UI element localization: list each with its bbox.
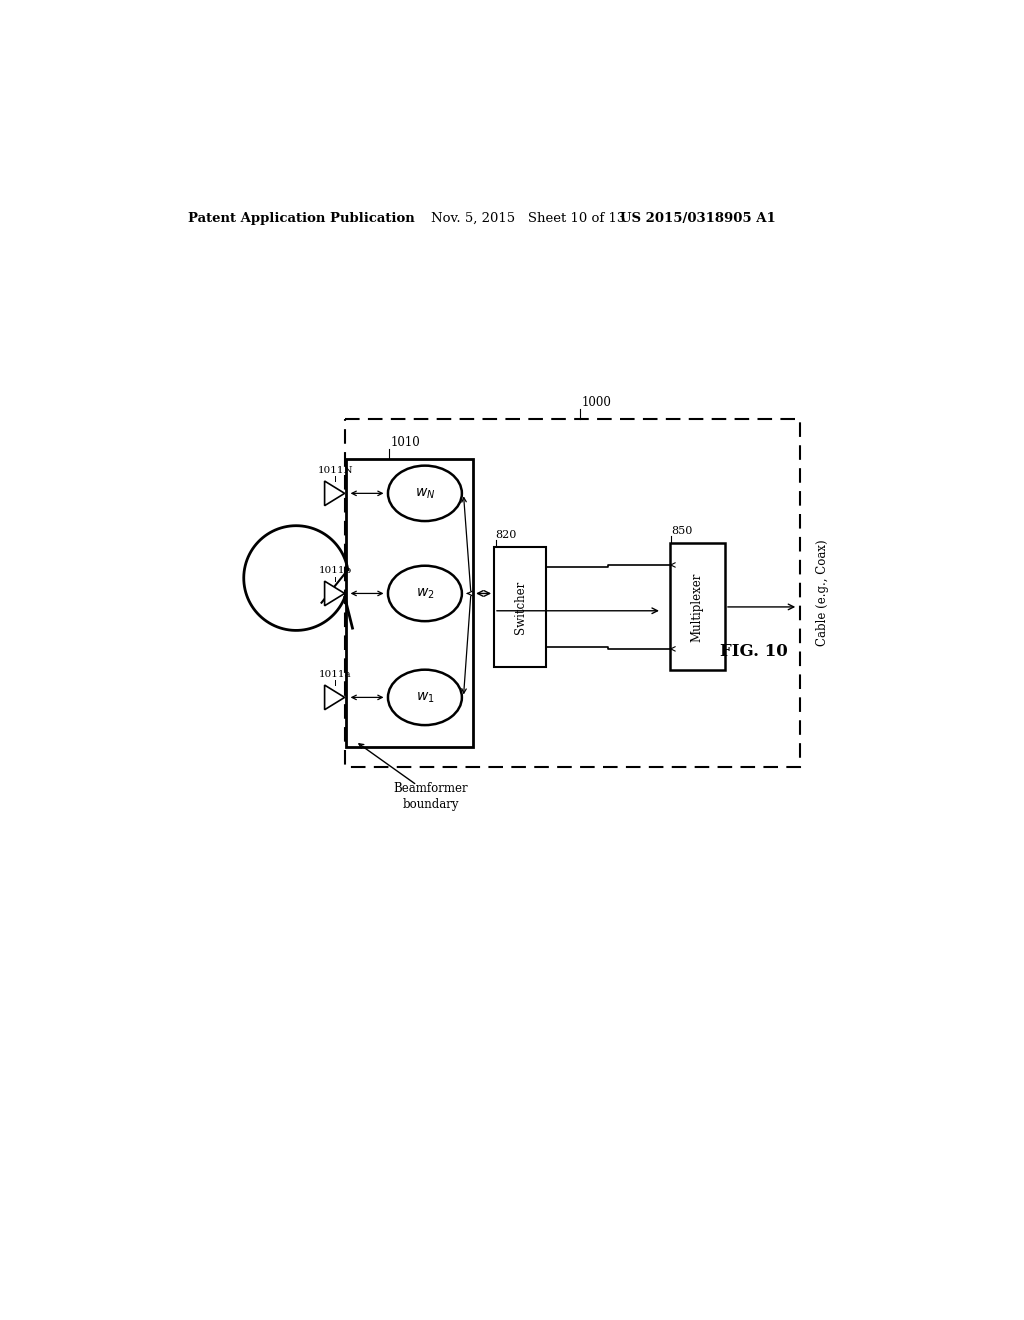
Text: FIG. 10: FIG. 10 xyxy=(721,643,788,660)
Text: $w_1$: $w_1$ xyxy=(416,690,434,705)
Polygon shape xyxy=(325,685,345,710)
Bar xyxy=(346,459,473,747)
Polygon shape xyxy=(325,480,345,506)
Bar xyxy=(494,548,547,667)
Text: 1010: 1010 xyxy=(390,437,421,449)
Ellipse shape xyxy=(388,466,462,521)
Text: Nov. 5, 2015   Sheet 10 of 13: Nov. 5, 2015 Sheet 10 of 13 xyxy=(431,213,626,224)
Text: US 2015/0318905 A1: US 2015/0318905 A1 xyxy=(620,213,775,224)
Text: Cable (e.g., Coax): Cable (e.g., Coax) xyxy=(815,540,828,645)
Bar xyxy=(345,418,801,767)
Text: 820: 820 xyxy=(496,529,517,540)
Text: Switcher: Switcher xyxy=(514,581,526,634)
Text: 1011a: 1011a xyxy=(319,671,351,678)
Polygon shape xyxy=(325,581,345,606)
Bar xyxy=(670,544,725,671)
Text: 1000: 1000 xyxy=(582,396,611,409)
Text: Beamformer
boundary: Beamformer boundary xyxy=(393,781,468,810)
Text: 850: 850 xyxy=(671,525,692,536)
Text: 1011N: 1011N xyxy=(317,466,353,475)
Text: 1011b: 1011b xyxy=(318,566,352,576)
Ellipse shape xyxy=(388,566,462,622)
Text: $w_N$: $w_N$ xyxy=(415,486,435,500)
Text: $w_2$: $w_2$ xyxy=(416,586,434,601)
Text: Multiplexer: Multiplexer xyxy=(691,573,703,642)
Ellipse shape xyxy=(388,669,462,725)
Text: Patent Application Publication: Patent Application Publication xyxy=(188,213,415,224)
